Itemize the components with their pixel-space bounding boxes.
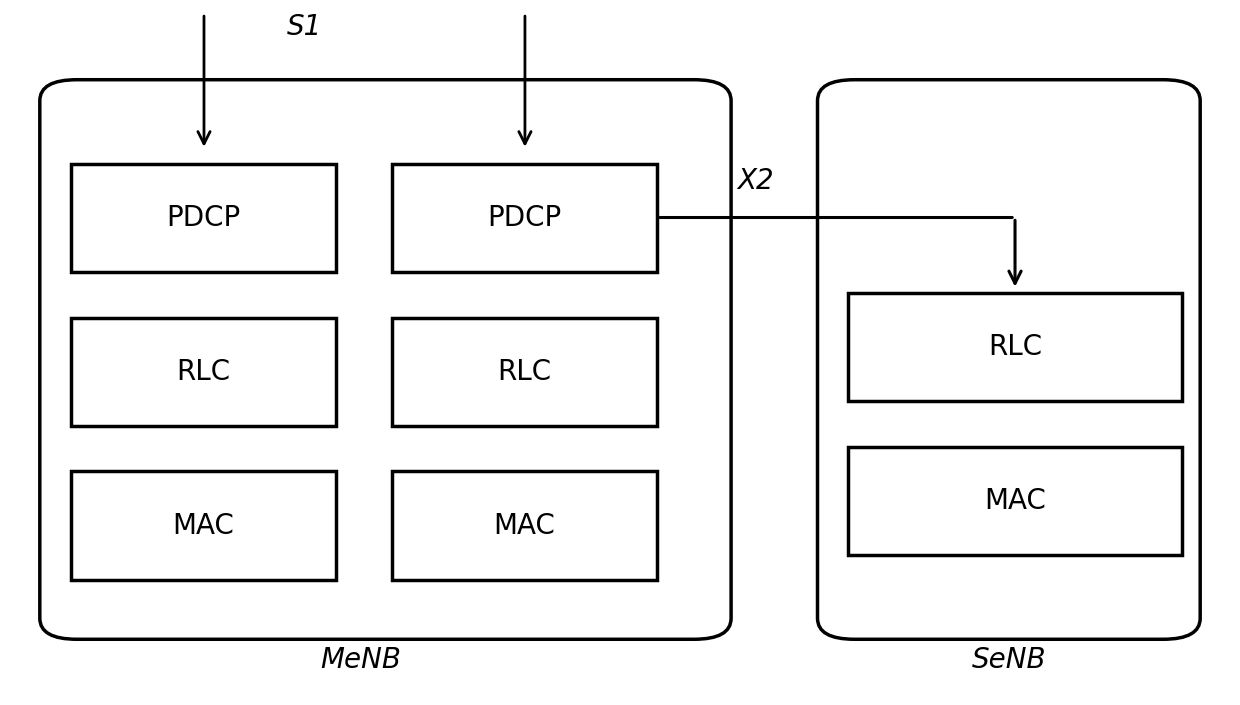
Text: MAC: MAC (172, 512, 234, 539)
Text: MAC: MAC (985, 487, 1047, 515)
FancyBboxPatch shape (392, 164, 657, 272)
FancyBboxPatch shape (817, 80, 1200, 639)
FancyBboxPatch shape (848, 293, 1182, 401)
FancyBboxPatch shape (392, 472, 657, 580)
Text: PDCP: PDCP (166, 204, 241, 232)
Text: S1: S1 (286, 13, 322, 42)
Text: MeNB: MeNB (320, 646, 402, 674)
Text: RLC: RLC (497, 357, 552, 386)
Text: X2: X2 (738, 167, 774, 195)
Text: SeNB: SeNB (972, 646, 1047, 674)
FancyBboxPatch shape (71, 472, 336, 580)
FancyBboxPatch shape (392, 317, 657, 426)
Text: RLC: RLC (988, 333, 1042, 361)
FancyBboxPatch shape (40, 80, 732, 639)
Text: MAC: MAC (494, 512, 556, 539)
FancyBboxPatch shape (71, 164, 336, 272)
FancyBboxPatch shape (71, 317, 336, 426)
FancyBboxPatch shape (848, 447, 1182, 556)
Text: RLC: RLC (176, 357, 231, 386)
Text: PDCP: PDCP (487, 204, 562, 232)
